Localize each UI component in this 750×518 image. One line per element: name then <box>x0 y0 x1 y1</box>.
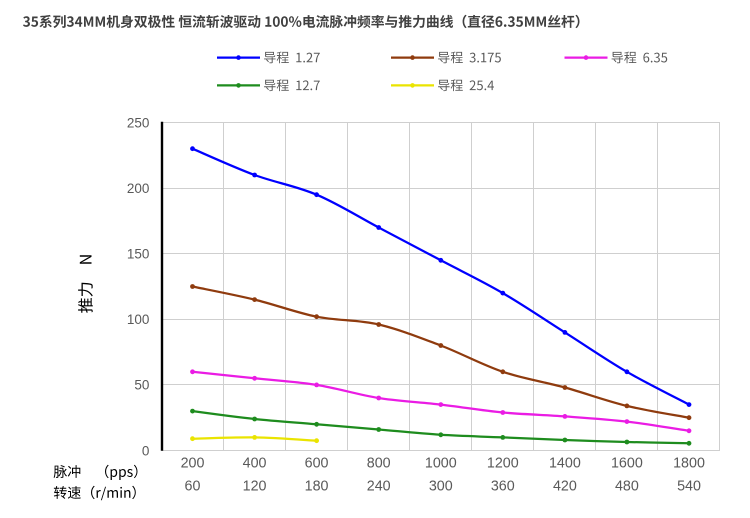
svg-text:1200: 1200 <box>487 456 519 472</box>
svg-text:180: 180 <box>305 478 329 494</box>
svg-text:100: 100 <box>127 312 150 327</box>
svg-text:50: 50 <box>134 378 149 393</box>
svg-text:1800: 1800 <box>673 456 705 472</box>
svg-text:400: 400 <box>243 456 267 472</box>
svg-text:420: 420 <box>553 478 577 494</box>
svg-text:360: 360 <box>491 478 515 494</box>
svg-text:300: 300 <box>429 478 453 494</box>
svg-text:120: 120 <box>243 478 267 494</box>
svg-text:1400: 1400 <box>549 456 581 472</box>
svg-text:150: 150 <box>127 247 150 262</box>
svg-text:480: 480 <box>615 478 639 494</box>
svg-text:200: 200 <box>127 181 150 196</box>
svg-text:800: 800 <box>367 456 391 472</box>
svg-text:600: 600 <box>305 456 329 472</box>
svg-text:1000: 1000 <box>425 456 457 472</box>
svg-text:1600: 1600 <box>611 456 643 472</box>
svg-text:60: 60 <box>185 478 201 494</box>
svg-text:0: 0 <box>142 443 150 458</box>
svg-text:250: 250 <box>127 115 150 130</box>
svg-text:200: 200 <box>181 456 205 472</box>
svg-text:240: 240 <box>367 478 391 494</box>
svg-text:540: 540 <box>677 478 701 494</box>
